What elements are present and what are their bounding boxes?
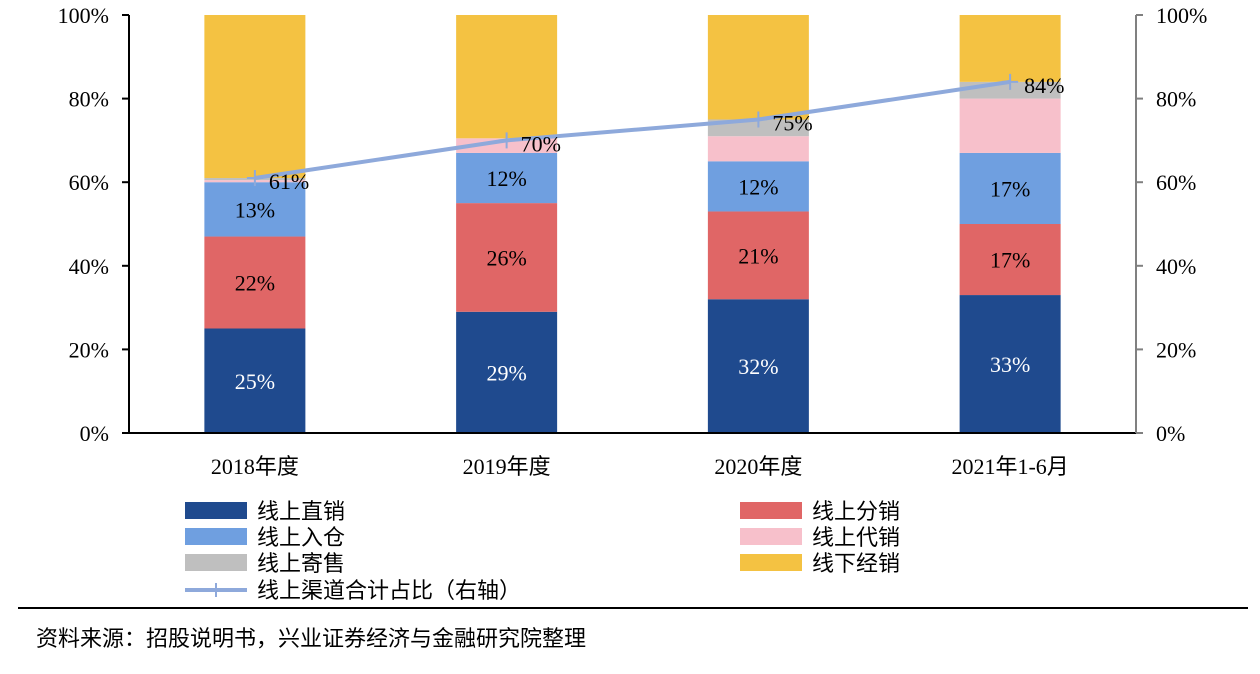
legend-label: 线上寄售 [257, 552, 345, 577]
right-tick-label: 20% [1156, 337, 1196, 362]
bar-segment-2-2 [456, 203, 558, 312]
bar-data-label: 29% [486, 360, 526, 385]
left-tick-label: 40% [69, 254, 109, 279]
bar-segment-4-4 [959, 98, 1061, 153]
legend-swatch [740, 502, 802, 519]
legend-item: 线上分销 [740, 500, 900, 525]
legend-swatch [185, 502, 247, 519]
legend-swatch [185, 528, 247, 545]
line-data-label: 61% [269, 169, 309, 194]
bar-segment-6-1 [204, 15, 306, 179]
legend-label: 线上代销 [812, 526, 900, 551]
line-data-label: 70% [521, 131, 561, 156]
legend-label: 线下经销 [812, 552, 900, 577]
bar-data-label: 17% [990, 248, 1030, 273]
left-tick-label: 60% [69, 170, 109, 195]
bars-layer: 25% 22% 13% 29% 26% 12% 32% 21% 12% 33% 17% 17% [204, 15, 1061, 433]
bar-segment-1-3 [707, 299, 809, 433]
bar-segment-3-1 [204, 182, 306, 237]
left-tick-label: 80% [69, 87, 109, 112]
right-tick-label: 80% [1156, 87, 1196, 112]
line-point-marker [1002, 73, 1019, 90]
legend-item: 线下经销 [740, 552, 900, 577]
legend-label: 线上直销 [257, 500, 345, 525]
bar-data-label: 32% [738, 354, 778, 379]
left-tick-label: 20% [69, 337, 109, 362]
bar-segment-3-3 [707, 161, 809, 212]
legend-swatch [185, 554, 247, 571]
axes-layer: 2018年度 2019年度 2020年度 2021年1-6月 0% 20% 40% 60% 80… [58, 3, 1208, 479]
legend-item: 线上代销 [740, 526, 900, 551]
stacked-bar-line-chart: 25% 22% 13% 29% 26% 12% 32% 21% 12% 33% 17% 17% 201… [58, 3, 1208, 604]
right-tick-label: 0% [1156, 421, 1185, 446]
bar-data-label: 13% [235, 197, 275, 222]
legend-item: 线上直销 [185, 500, 345, 525]
bar-data-label: 21% [738, 243, 778, 268]
line-layer: 61% 70% 75% 84% [246, 73, 1064, 194]
bar-segment-2-3 [707, 211, 809, 300]
right-tick-label: 40% [1156, 254, 1196, 279]
legend-swatch [740, 528, 802, 545]
source-divider [18, 607, 1248, 609]
category-label: 2021年1-6月 [951, 454, 1068, 479]
left-tick-label: 0% [80, 421, 109, 446]
bar-segment-1-1 [204, 328, 306, 433]
bar-data-label: 12% [486, 166, 526, 191]
line-point-marker [750, 111, 767, 128]
line-point-marker [246, 170, 263, 187]
line-data-label: 84% [1024, 73, 1064, 98]
bar-segment-1-2 [456, 311, 558, 433]
right-tick-label: 60% [1156, 170, 1196, 195]
bar-segment-6-3 [707, 15, 809, 120]
bar-segment-6-2 [456, 15, 558, 139]
bar-data-label: 26% [486, 245, 526, 270]
legend-item: 线上寄售 [185, 552, 345, 577]
bar-data-label: 22% [235, 271, 275, 296]
bar-segment-3-4 [959, 152, 1061, 224]
bar-segment-4-3 [707, 136, 809, 162]
legend-label: 线上入仓 [257, 526, 345, 551]
line-series-path [254, 79, 1011, 180]
line-data-label: 75% [772, 111, 812, 136]
category-label: 2018年度 [211, 454, 299, 479]
bar-segment-2-1 [204, 236, 306, 329]
bar-data-label: 25% [235, 369, 275, 394]
bar-segment-6-4 [959, 15, 1061, 82]
right-tick-label: 100% [1156, 3, 1207, 28]
legend-label: 线上分销 [812, 500, 900, 525]
legend-item: 线上渠道合计占比（右轴） [185, 579, 521, 604]
line-point-marker [498, 132, 515, 149]
category-label: 2019年度 [463, 454, 551, 479]
legend-label: 线上渠道合计占比（右轴） [257, 579, 521, 604]
legend-item: 线上入仓 [185, 526, 345, 551]
bar-data-label: 17% [990, 176, 1030, 201]
bar-data-label: 12% [738, 174, 778, 199]
left-tick-label: 100% [58, 3, 109, 28]
bar-segment-3-2 [456, 152, 558, 204]
bar-segment-5-3 [707, 119, 809, 137]
bar-data-label: 33% [990, 352, 1030, 377]
bar-segment-1-4 [959, 295, 1061, 433]
legend-swatch [740, 554, 802, 571]
source-note: 资料来源：招股说明书，兴业证券经济与金融研究院整理 [36, 627, 587, 652]
category-label: 2020年度 [714, 454, 802, 479]
bar-segment-2-4 [959, 224, 1061, 296]
